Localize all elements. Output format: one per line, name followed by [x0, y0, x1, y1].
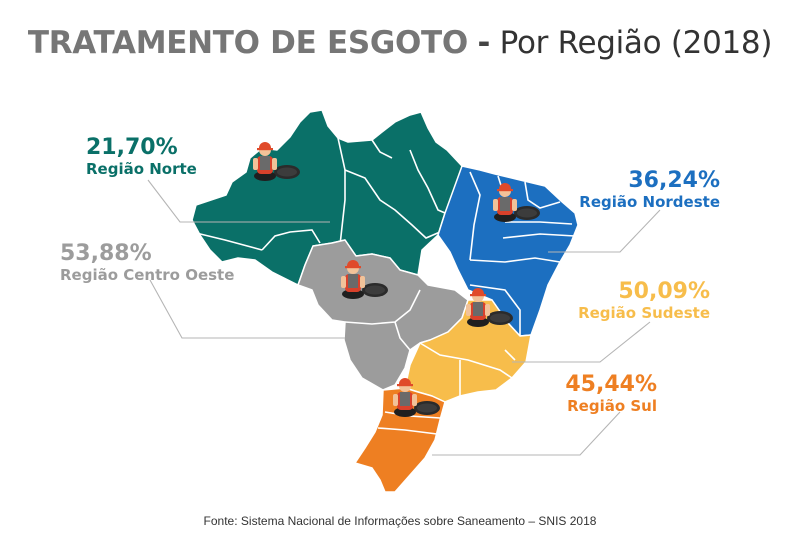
- percent-norte: 21,70%: [86, 135, 178, 160]
- label-norte: 21,70% Região Norte: [86, 137, 197, 177]
- region-name-sudeste: Região Sudeste: [578, 304, 710, 322]
- region-nordeste-shape: [437, 165, 579, 337]
- percent-nordeste: 36,24%: [628, 168, 720, 193]
- page-title: TRATAMENTO DE ESGOTO - Por Região (2018): [0, 25, 800, 61]
- label-sudeste: 50,09% Região Sudeste: [578, 281, 710, 321]
- title-sub: Por Região (2018): [499, 25, 773, 61]
- leader-line-nordeste: [548, 209, 661, 253]
- title-main: TRATAMENTO DE ESGOTO: [27, 25, 468, 61]
- leader-line-sul: [432, 411, 621, 456]
- label-nordeste: 36,24% Região Nordeste: [579, 170, 720, 210]
- norte-state-borders: [191, 137, 446, 251]
- leader-line-norte: [147, 179, 330, 223]
- region-name-sul: Região Sul: [567, 397, 657, 415]
- centro-oeste-state-borders: [344, 289, 421, 351]
- leader-line-centro-oeste: [149, 279, 345, 339]
- title-separator: -: [477, 25, 491, 61]
- percent-sudeste: 50,09%: [618, 279, 710, 304]
- label-sul: 45,44% Região Sul: [565, 374, 657, 414]
- source-note: Fonte: Sistema Nacional de Informações s…: [203, 514, 597, 528]
- percent-sul: 45,44%: [565, 372, 657, 397]
- region-name-nordeste: Região Nordeste: [579, 193, 720, 211]
- label-centro-oeste: 53,88% Região Centro Oeste: [60, 243, 234, 283]
- leader-line-sudeste: [512, 321, 651, 363]
- region-name-norte: Região Norte: [86, 160, 197, 178]
- region-sudeste-shape: [404, 299, 532, 403]
- region-name-centro-oeste: Região Centro Oeste: [60, 266, 235, 284]
- sudeste-state-borders: [419, 342, 516, 396]
- percent-centro-oeste: 53,88%: [60, 241, 152, 266]
- leader-lines: [147, 179, 661, 456]
